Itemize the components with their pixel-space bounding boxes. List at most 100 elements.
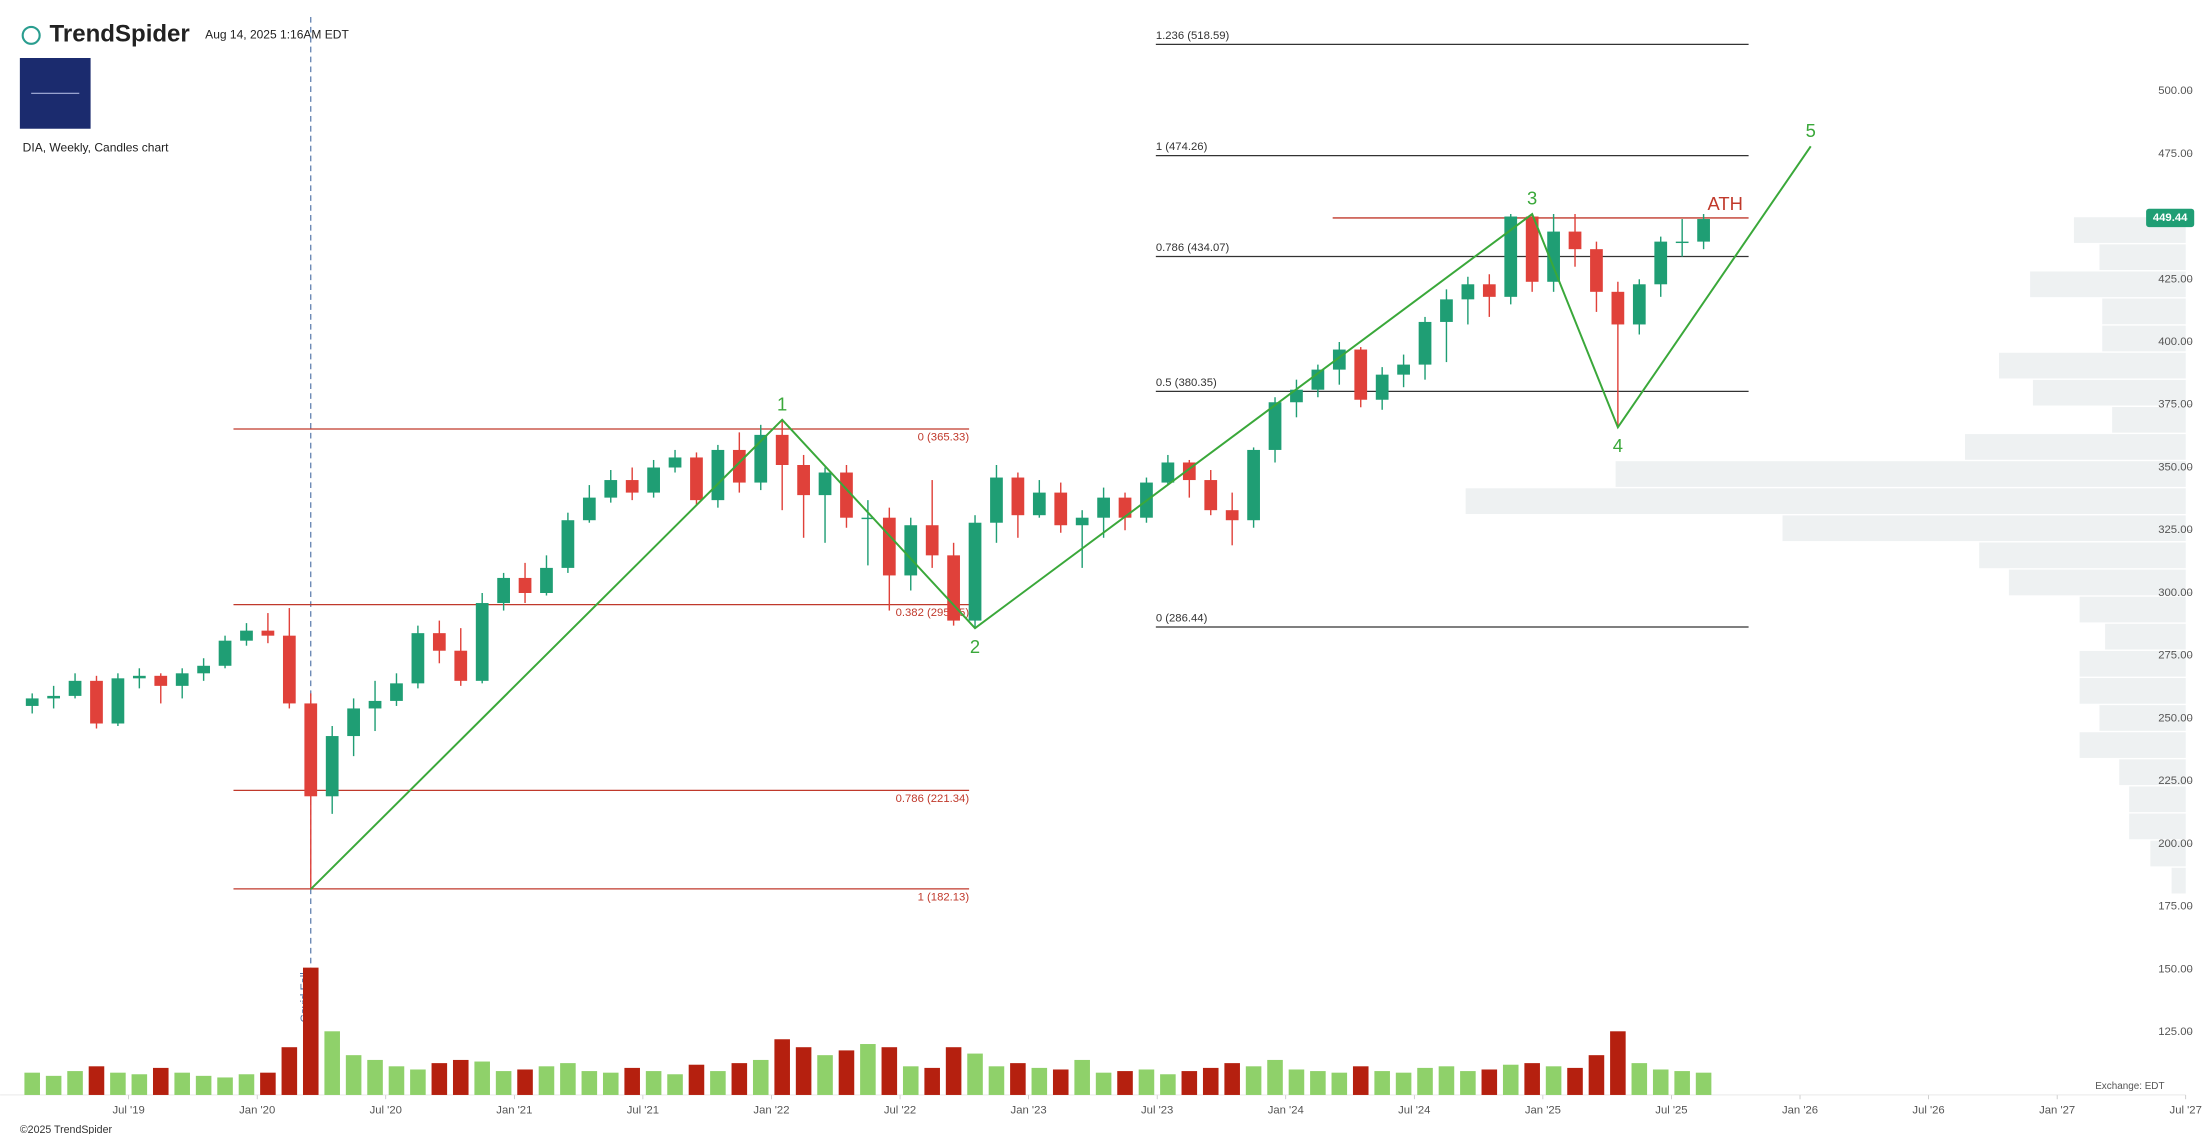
volume-bar bbox=[1224, 1063, 1240, 1095]
y-tick-label: 225.00 bbox=[2158, 775, 2193, 787]
candle-body bbox=[1354, 349, 1368, 400]
volume-bar bbox=[174, 1072, 190, 1095]
candle-body bbox=[540, 567, 553, 593]
y-tick-label: 125.00 bbox=[2158, 1026, 2193, 1038]
volume-profile-bar bbox=[2150, 840, 2186, 867]
candle-body bbox=[668, 457, 682, 468]
timestamp: Aug 14, 2025 1:16AM EDT bbox=[205, 28, 349, 42]
candle-body bbox=[582, 497, 596, 521]
y-tick-label: 325.00 bbox=[2158, 524, 2193, 536]
volume-profile-bar bbox=[2129, 786, 2186, 813]
volume-bar bbox=[1481, 1069, 1498, 1095]
candle-body bbox=[197, 665, 210, 674]
candle-body bbox=[368, 700, 382, 709]
candle-body bbox=[1097, 497, 1110, 518]
volume-bar bbox=[967, 1053, 983, 1095]
candle-body bbox=[1675, 241, 1689, 244]
volume-bar bbox=[1524, 1063, 1540, 1095]
y-tick-label: 425.00 bbox=[2158, 273, 2193, 285]
x-tick-label: Jul '19 bbox=[112, 1105, 144, 1117]
volume-profile-bar bbox=[2171, 867, 2186, 894]
volume-bar bbox=[1695, 1072, 1712, 1095]
volume-bar bbox=[324, 1031, 340, 1095]
candle-body bbox=[261, 630, 275, 636]
y-tick-label: 275.00 bbox=[2158, 650, 2193, 662]
candle-body bbox=[1054, 492, 1068, 526]
candle-body bbox=[754, 434, 768, 483]
y-tick-label: 475.00 bbox=[2158, 148, 2193, 160]
y-tick-label: 350.00 bbox=[2158, 461, 2193, 473]
volume-bar bbox=[110, 1072, 126, 1095]
volume-bar bbox=[1545, 1066, 1562, 1095]
candle-body bbox=[1118, 497, 1132, 518]
candle-body bbox=[282, 635, 296, 704]
copyright: ©2025 TrendSpider bbox=[20, 1124, 113, 1134]
volume-bar bbox=[924, 1067, 940, 1095]
candle-body bbox=[111, 678, 125, 724]
candle-body bbox=[1568, 231, 1582, 250]
fib-label: 1 (182.13) bbox=[918, 891, 970, 903]
volume-profile-bar bbox=[1965, 434, 2186, 460]
candle-body bbox=[218, 640, 232, 666]
candle-body bbox=[1290, 389, 1303, 403]
volume-bar bbox=[1288, 1069, 1305, 1095]
volume-bar bbox=[238, 1074, 255, 1095]
volume-bar bbox=[1610, 1031, 1626, 1095]
volume-bar bbox=[1417, 1067, 1433, 1095]
volume-bar bbox=[1652, 1069, 1669, 1095]
volume-bar bbox=[838, 1050, 855, 1095]
candle-body bbox=[1440, 299, 1453, 322]
volume-bar bbox=[1010, 1063, 1026, 1095]
candle-body bbox=[990, 477, 1003, 523]
chart-title: DIA, Weekly, Candles chart bbox=[23, 141, 169, 155]
volume-bar bbox=[667, 1074, 683, 1095]
wave-label: 4 bbox=[1613, 435, 1623, 456]
wave-line bbox=[310, 145, 1812, 890]
logo-icon bbox=[21, 25, 41, 45]
volume-bar bbox=[1460, 1071, 1476, 1095]
volume-profile-bar bbox=[2079, 678, 2186, 704]
volume-bar bbox=[24, 1072, 40, 1095]
ath-label: ATH bbox=[1708, 193, 1743, 214]
wave-label: 2 bbox=[970, 636, 980, 657]
candle-body bbox=[1225, 510, 1239, 521]
volume-profile-bar bbox=[2030, 271, 2186, 298]
volume-profile-bar bbox=[1979, 542, 2186, 569]
volume-bar bbox=[581, 1071, 598, 1095]
volume-profile-bar bbox=[2112, 406, 2186, 433]
volume-bar bbox=[1674, 1071, 1690, 1095]
x-tick-label: Jan '27 bbox=[2039, 1105, 2075, 1117]
volume-bar bbox=[1095, 1072, 1112, 1095]
volume-bar bbox=[67, 1071, 83, 1095]
volume-bar bbox=[1331, 1072, 1348, 1095]
volume-profile-bar bbox=[1782, 515, 2186, 542]
volume-bar bbox=[1502, 1064, 1519, 1095]
volume-bar bbox=[410, 1069, 426, 1095]
y-tick-label: 300.00 bbox=[2158, 587, 2193, 599]
candle-body bbox=[454, 650, 468, 681]
volume-bar bbox=[1074, 1059, 1090, 1095]
volume-bar bbox=[602, 1072, 619, 1095]
volume-bar bbox=[860, 1044, 876, 1095]
candle-body bbox=[411, 633, 425, 684]
candle-body bbox=[1504, 216, 1518, 297]
candle-body bbox=[968, 522, 982, 621]
volume-bar bbox=[817, 1055, 833, 1095]
x-tick-label: Jan '20 bbox=[239, 1105, 275, 1117]
volume-bar bbox=[688, 1064, 705, 1095]
candle-body bbox=[132, 675, 146, 679]
fib-label: 0.5 (380.35) bbox=[1156, 377, 1217, 389]
candle-body bbox=[1482, 284, 1496, 297]
candle-body bbox=[1011, 477, 1025, 516]
candle-body bbox=[1161, 462, 1175, 483]
candle-body bbox=[1247, 449, 1260, 521]
candle-body bbox=[304, 703, 318, 797]
volume-bar bbox=[710, 1071, 726, 1095]
fib-label: 1.236 (518.59) bbox=[1156, 30, 1230, 42]
volume-profile-bar bbox=[2102, 325, 2186, 352]
volume-bar bbox=[195, 1075, 212, 1095]
wave-label: 1 bbox=[777, 394, 787, 415]
candle-body bbox=[882, 517, 896, 576]
candle-body bbox=[1268, 402, 1282, 450]
